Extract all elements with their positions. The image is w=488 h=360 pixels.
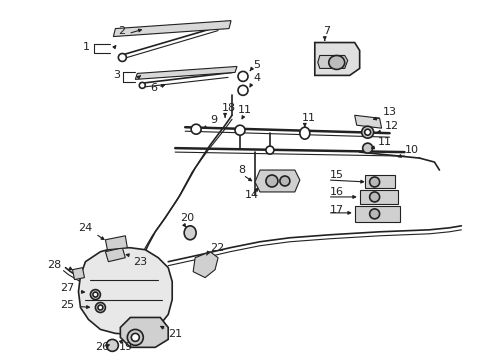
Text: 19: 19 <box>118 342 132 352</box>
Ellipse shape <box>265 146 273 154</box>
Text: 17: 17 <box>329 205 343 215</box>
Ellipse shape <box>364 129 370 135</box>
Polygon shape <box>193 252 218 278</box>
Text: 24: 24 <box>78 223 93 233</box>
Text: 8: 8 <box>238 165 244 175</box>
Text: 28: 28 <box>47 260 61 270</box>
Ellipse shape <box>98 305 102 310</box>
Text: 2: 2 <box>118 26 125 36</box>
Ellipse shape <box>127 329 143 345</box>
Text: 1: 1 <box>82 41 89 51</box>
Text: 11: 11 <box>377 137 391 147</box>
Polygon shape <box>120 318 168 347</box>
Text: 26: 26 <box>95 342 109 352</box>
Text: 12: 12 <box>384 121 398 131</box>
Text: 27: 27 <box>61 283 75 293</box>
Text: 11: 11 <box>238 105 251 115</box>
Text: 20: 20 <box>180 213 194 223</box>
Text: 22: 22 <box>210 243 224 253</box>
Polygon shape <box>72 268 84 280</box>
Text: 14: 14 <box>244 190 259 200</box>
Polygon shape <box>364 175 394 188</box>
Text: 9: 9 <box>210 115 217 125</box>
Ellipse shape <box>299 127 309 139</box>
Text: 5: 5 <box>252 60 260 71</box>
Ellipse shape <box>95 302 105 312</box>
Ellipse shape <box>362 143 372 153</box>
Text: 23: 23 <box>133 257 147 267</box>
Polygon shape <box>113 21 230 37</box>
Polygon shape <box>105 248 125 262</box>
Text: 18: 18 <box>222 103 236 113</box>
Ellipse shape <box>238 71 247 81</box>
Ellipse shape <box>235 125 244 135</box>
Text: 11: 11 <box>301 113 315 123</box>
Polygon shape <box>314 42 359 75</box>
Text: 7: 7 <box>322 26 329 36</box>
Text: 15: 15 <box>329 170 343 180</box>
Text: 13: 13 <box>382 107 396 117</box>
Text: 10: 10 <box>404 145 418 155</box>
Polygon shape <box>317 55 347 68</box>
Polygon shape <box>354 206 399 222</box>
Ellipse shape <box>369 209 379 219</box>
Polygon shape <box>105 236 127 250</box>
Ellipse shape <box>90 289 100 300</box>
Polygon shape <box>78 248 172 334</box>
Ellipse shape <box>131 333 139 341</box>
Ellipse shape <box>238 85 247 95</box>
Text: 25: 25 <box>61 300 75 310</box>
Ellipse shape <box>118 54 126 62</box>
Text: 16: 16 <box>329 187 343 197</box>
Text: 4: 4 <box>252 73 260 84</box>
Ellipse shape <box>184 226 196 240</box>
Polygon shape <box>254 170 299 192</box>
Text: 21: 21 <box>168 329 182 339</box>
Ellipse shape <box>139 82 145 88</box>
Polygon shape <box>359 190 397 204</box>
Ellipse shape <box>328 55 344 69</box>
Ellipse shape <box>361 126 373 138</box>
Ellipse shape <box>369 177 379 187</box>
Ellipse shape <box>369 192 379 202</box>
Text: 6: 6 <box>150 84 157 93</box>
Polygon shape <box>135 67 237 80</box>
Ellipse shape <box>93 292 98 297</box>
Text: 3: 3 <box>113 71 120 80</box>
Ellipse shape <box>191 124 201 134</box>
Ellipse shape <box>265 175 277 187</box>
Ellipse shape <box>106 339 118 351</box>
Ellipse shape <box>279 176 289 186</box>
Polygon shape <box>354 115 381 128</box>
